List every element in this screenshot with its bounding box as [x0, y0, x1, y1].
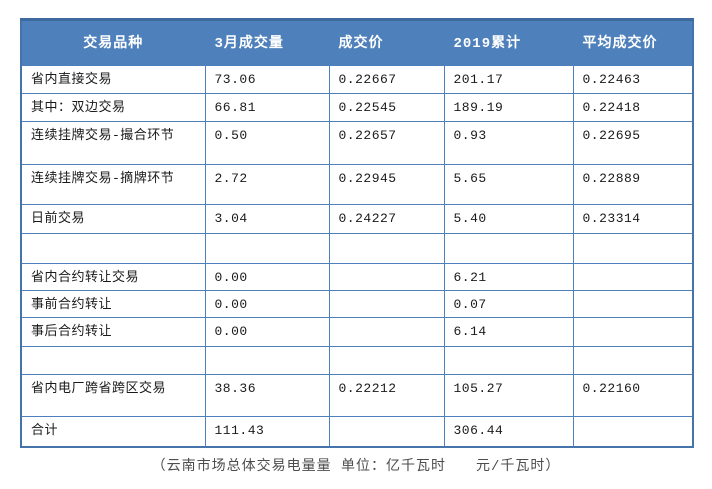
cell-avg-price — [572, 263, 694, 291]
table-row: 事前合约转让 0.00 0.07 — [20, 290, 694, 318]
cell-price — [328, 317, 445, 347]
col-header-2019-cumulative: 2019累计 — [443, 19, 574, 66]
cell-price — [328, 290, 445, 318]
cell-label: 事后合约转让 — [20, 317, 206, 347]
cell-price — [328, 233, 445, 264]
cell-label — [20, 233, 206, 264]
cell-volume — [204, 233, 330, 264]
table-row-total: 合计 111.43 306.44 — [20, 416, 694, 447]
cell-avg-price — [572, 416, 694, 447]
cell-volume: 73.06 — [204, 65, 330, 94]
cell-cumulative: 5.65 — [443, 164, 574, 205]
cell-avg-price: 0.22695 — [572, 121, 694, 165]
cell-cumulative: 0.93 — [443, 121, 574, 165]
cell-label: 省内合约转让交易 — [20, 263, 206, 291]
cell-avg-price — [572, 233, 694, 264]
col-header-price: 成交价 — [328, 19, 445, 66]
table-row: 日前交易 3.04 0.24227 5.40 0.23314 — [20, 204, 694, 234]
header-row: 交易品种 3月成交量 成交价 2019累计 平均成交价 — [20, 19, 694, 66]
cell-label: 省内直接交易 — [20, 65, 206, 94]
table-row: 事后合约转让 0.00 6.14 — [20, 317, 694, 347]
table-caption: （云南市场总体交易电量量 单位：亿千瓦时 元/千瓦时） — [151, 459, 561, 475]
cell-label: 日前交易 — [20, 204, 206, 234]
cell-price: 0.22667 — [328, 65, 445, 94]
table-row: 连续挂牌交易-撮合环节 0.50 0.22657 0.93 0.22695 — [20, 121, 694, 165]
cell-avg-price: 0.22889 — [572, 164, 694, 205]
cell-label: 合计 — [20, 416, 206, 447]
cell-label: 连续挂牌交易-摘牌环节 — [20, 164, 206, 205]
cell-price: 0.22212 — [328, 374, 445, 417]
cell-avg-price — [572, 290, 694, 318]
cell-volume: 111.43 — [204, 416, 330, 447]
table-row-spacer — [20, 233, 694, 264]
cell-label: 事前合约转让 — [20, 290, 206, 318]
cell-avg-price — [572, 346, 694, 375]
cell-price: 0.22657 — [328, 121, 445, 165]
cell-price — [328, 263, 445, 291]
cell-volume: 66.81 — [204, 93, 330, 122]
cell-cumulative: 0.07 — [443, 290, 574, 318]
table-row: 省内合约转让交易 0.00 6.21 — [20, 263, 694, 291]
cell-label: 连续挂牌交易-撮合环节 — [20, 121, 206, 165]
cell-label: 省内电厂跨省跨区交易 — [20, 374, 206, 417]
cell-avg-price: 0.23314 — [572, 204, 694, 234]
table-row: 省内电厂跨省跨区交易 38.36 0.22212 105.27 0.22160 — [20, 374, 694, 417]
cell-cumulative: 6.21 — [443, 263, 574, 291]
cell-cumulative — [443, 233, 574, 264]
cell-avg-price — [572, 317, 694, 347]
cell-volume: 0.00 — [204, 263, 330, 291]
cell-price: 0.24227 — [328, 204, 445, 234]
cell-volume: 38.36 — [204, 374, 330, 417]
cell-cumulative: 306.44 — [443, 416, 574, 447]
cell-label: 其中：双边交易 — [20, 93, 206, 122]
cell-label — [20, 346, 206, 375]
cell-cumulative: 6.14 — [443, 317, 574, 347]
cell-volume: 0.00 — [204, 290, 330, 318]
cell-price — [328, 346, 445, 375]
cell-volume: 2.72 — [204, 164, 330, 205]
table-row: 省内直接交易 73.06 0.22667 201.17 0.22463 — [20, 65, 694, 94]
col-header-product: 交易品种 — [20, 19, 206, 66]
cell-volume: 3.04 — [204, 204, 330, 234]
cell-volume — [204, 346, 330, 375]
cell-cumulative: 201.17 — [443, 65, 574, 94]
cell-avg-price: 0.22418 — [572, 93, 694, 122]
col-header-march-volume: 3月成交量 — [204, 19, 330, 66]
cell-price: 0.22545 — [328, 93, 445, 122]
cell-avg-price: 0.22160 — [572, 374, 694, 417]
col-header-average-price: 平均成交价 — [572, 19, 694, 66]
cell-price: 0.22945 — [328, 164, 445, 205]
cell-cumulative — [443, 346, 574, 375]
table-row-spacer — [20, 346, 694, 375]
table-row: 连续挂牌交易-摘牌环节 2.72 0.22945 5.65 0.22889 — [20, 164, 694, 205]
cell-volume: 0.00 — [204, 317, 330, 347]
trading-volume-table: 交易品种 3月成交量 成交价 2019累计 平均成交价 省内直接交易 73.06… — [20, 18, 694, 448]
cell-cumulative: 189.19 — [443, 93, 574, 122]
cell-cumulative: 105.27 — [443, 374, 574, 417]
table-row: 其中：双边交易 66.81 0.22545 189.19 0.22418 — [20, 93, 694, 122]
cell-avg-price: 0.22463 — [572, 65, 694, 94]
cell-volume: 0.50 — [204, 121, 330, 165]
cell-cumulative: 5.40 — [443, 204, 574, 234]
cell-price — [328, 416, 445, 447]
